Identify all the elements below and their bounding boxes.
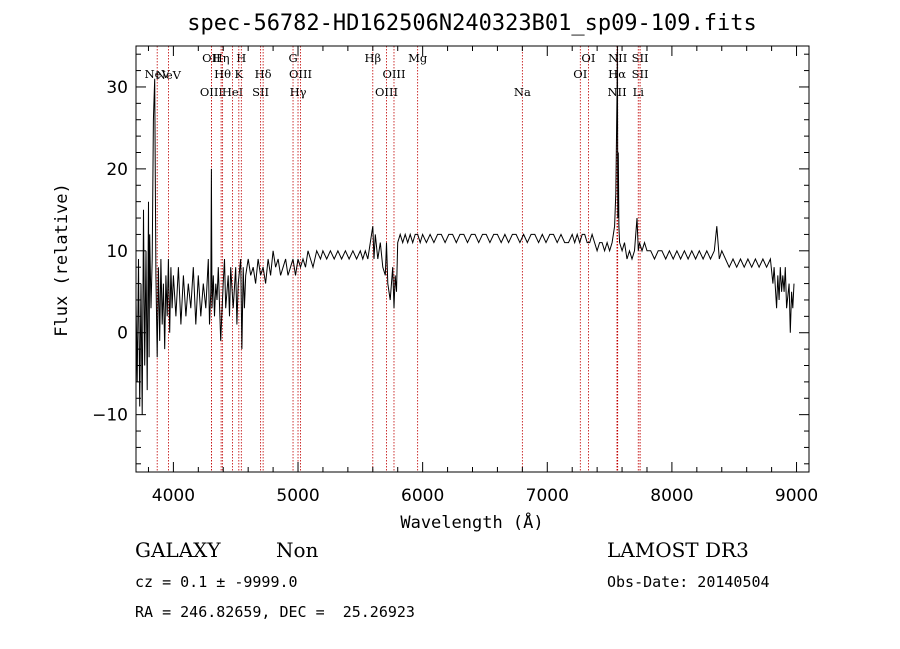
x-tick-label-5: 9000 — [775, 486, 818, 506]
coordinates-readout: RA = 246.82659, DEC = 25.26923 — [135, 603, 415, 621]
line-label-12: OIII — [289, 67, 312, 81]
line-label-4: Hη — [213, 51, 230, 65]
line-label-26: Li — [633, 85, 645, 99]
x-tick-label-3: 7000 — [526, 486, 569, 506]
line-label-3: OIII — [200, 85, 223, 99]
line-label-19: OI — [581, 51, 595, 65]
observation-date: Obs-Date: 20140504 — [607, 573, 770, 591]
object-class: GALAXY — [135, 538, 221, 562]
object-subclass: Non — [276, 538, 319, 562]
line-label-25: SII — [632, 67, 649, 81]
y-tick-label-2: 10 — [106, 242, 128, 262]
y-tick-label-1: 0 — [117, 324, 128, 344]
survey-name: LAMOST DR3 — [607, 538, 749, 562]
line-label-11: G — [288, 51, 297, 65]
line-label-16: OIII — [375, 85, 398, 99]
x-axis-ticks: 4000 5000 6000 7000 8000 9000 — [147, 46, 818, 506]
line-label-0: NeV — [145, 67, 171, 81]
line-label-14: Hβ — [364, 51, 381, 65]
line-label-10: SII — [252, 85, 269, 99]
line-label-15: OIII — [382, 67, 405, 81]
line-label-9: Hδ — [255, 67, 272, 81]
y-tick-label-3: 20 — [106, 160, 128, 180]
y-tick-label-4: 30 — [106, 78, 128, 98]
line-label-1: NeV — [156, 68, 182, 82]
x-tick-label-0: 4000 — [152, 486, 195, 506]
x-tick-label-4: 8000 — [650, 486, 693, 506]
x-tick-label-1: 5000 — [276, 486, 319, 506]
y-tick-label-0: −10 — [92, 406, 128, 426]
y-axis-label: Flux (relative) — [52, 183, 72, 337]
line-label-13: Hγ — [290, 85, 307, 99]
spectrum-line — [135, 45, 795, 415]
x-tick-label-2: 6000 — [401, 486, 444, 506]
line-label-17: Mg — [408, 51, 428, 65]
x-axis-label: Wavelength (Å) — [400, 511, 543, 533]
y-axis-ticks: −10 0 10 20 30 — [92, 53, 809, 465]
line-label-20: OI — [573, 67, 587, 81]
line-label-8: K — [235, 67, 244, 81]
line-label-7: H — [236, 51, 246, 65]
redshift-readout: cz = 0.1 ± -9999.0 — [135, 573, 298, 591]
line-label-5: Hθ — [214, 67, 231, 81]
plot-frame — [135, 45, 810, 473]
line-label-6: HeI — [222, 85, 243, 99]
line-label-18: Na — [514, 85, 531, 99]
chart-title: spec-56782-HD162506N240323B01_sp09-109.f… — [187, 11, 757, 36]
